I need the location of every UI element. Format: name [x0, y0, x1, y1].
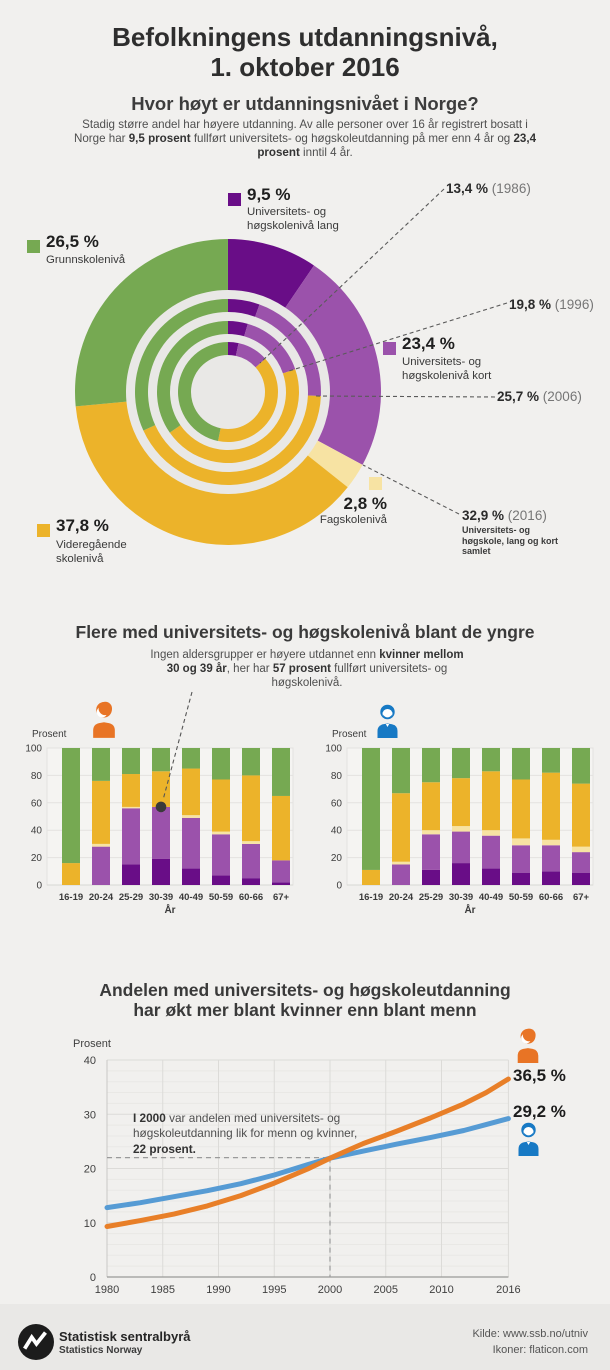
page-title-line2: 1. oktober 2016 [210, 52, 400, 82]
svg-text:25-29: 25-29 [419, 892, 443, 903]
ssb-logo-icon [18, 1324, 54, 1360]
legend-chip-uni-long [228, 193, 241, 206]
svg-text:100: 100 [25, 744, 42, 755]
men-end-value: 29,2 % [513, 1102, 566, 1121]
svg-text:0: 0 [336, 881, 342, 892]
svg-text:Prosent: Prosent [73, 1038, 111, 1050]
svg-text:1995: 1995 [262, 1284, 286, 1296]
stacked-bar-charts: 0 20 40 60 80 100 Prosent 16-19 20-24 25-29 30-39 4… [25, 691, 594, 916]
svg-text:20: 20 [31, 853, 43, 864]
callout-1996: 19,8 % (1996) [509, 297, 594, 312]
svg-text:100: 100 [325, 744, 342, 755]
footer-icons-credit: Ikoner: flaticon.com [492, 1344, 588, 1356]
footer-org-name: Statistisk sentralbyrå [59, 1329, 191, 1344]
svg-text:20: 20 [331, 853, 343, 864]
svg-text:60-66: 60-66 [539, 892, 563, 903]
svg-text:40: 40 [331, 826, 343, 837]
svg-text:2010: 2010 [429, 1284, 453, 1296]
legend-label-uni-short: Universitets- og høgskolenivå kort [402, 356, 492, 382]
page-title: Befolkningens utdanningsnivå, 1. oktober… [0, 22, 610, 82]
line-section-title: Andelen med universitets- og høgskoleutd… [99, 980, 511, 1020]
legend-label-videregaende: Videregående skolenivå [56, 539, 127, 565]
legend-chip-videregaende [37, 524, 50, 537]
donut-callout-lines [259, 188, 508, 515]
svg-text:40-49: 40-49 [479, 892, 503, 903]
svg-text:1980: 1980 [95, 1284, 119, 1296]
legend-label-fagskole: Fagskolenivå [319, 514, 387, 526]
svg-text:60-66: 60-66 [239, 892, 263, 903]
bars-annotation-text: Ingen aldersgrupper er høyere utdannet e… [150, 649, 464, 690]
svg-text:30: 30 [84, 1109, 96, 1121]
svg-text:20-24: 20-24 [89, 892, 114, 903]
legend-chip-uni-short [383, 342, 396, 355]
svg-text:50-59: 50-59 [509, 892, 533, 903]
legend-value-grunnskole: 26,5 % [46, 232, 99, 251]
footer-source: Kilde: www.ssb.no/utniv [472, 1328, 588, 1340]
legend-value-videregaende: 37,8 % [56, 516, 109, 535]
legend-value-uni-long: 9,5 % [247, 185, 291, 204]
svg-text:80: 80 [31, 771, 43, 782]
callout-1986: 13,4 % (1986) [446, 181, 531, 196]
svg-text:16-19: 16-19 [359, 892, 383, 903]
callout-2016-sub: Universitets- og høgskole, lang og kort … [462, 525, 559, 556]
svg-text:0: 0 [90, 1272, 96, 1284]
svg-text:67+: 67+ [273, 892, 290, 903]
svg-text:60: 60 [31, 798, 43, 809]
svg-text:20-24: 20-24 [389, 892, 414, 903]
svg-text:40: 40 [31, 826, 43, 837]
svg-text:30-39: 30-39 [149, 892, 173, 903]
footer-org-name-en: Statistics Norway [59, 1345, 143, 1356]
man-icon [377, 704, 398, 738]
section1-title: Hvor høyt er utdanningsnivået i Norge? [131, 93, 479, 114]
svg-text:2016: 2016 [496, 1284, 520, 1296]
legend-label-grunnskole: Grunnskolenivå [46, 254, 126, 266]
legend-label-uni-long: Universitets- og høgskolenivå lang [247, 206, 339, 232]
callout-2006: 25,7 % (2006) [497, 389, 582, 404]
svg-text:16-19: 16-19 [59, 892, 83, 903]
svg-text:40-49: 40-49 [179, 892, 203, 903]
svg-text:80: 80 [331, 771, 343, 782]
svg-text:2005: 2005 [374, 1284, 398, 1296]
svg-text:20: 20 [84, 1164, 96, 1176]
svg-text:30-39: 30-39 [449, 892, 473, 903]
svg-text:60: 60 [331, 798, 343, 809]
annotation-dot [155, 801, 167, 813]
women-end-value: 36,5 % [513, 1066, 566, 1085]
svg-text:2000: 2000 [318, 1284, 342, 1296]
legend-chip-grunnskole [27, 240, 40, 253]
svg-text:År: År [464, 903, 475, 916]
page-title-line1: Befolkningens utdanningsnivå, [112, 22, 498, 52]
legend-value-uni-short: 23,4 % [402, 334, 455, 353]
svg-text:67+: 67+ [573, 892, 590, 903]
bars-section-title: Flere med universitets- og høgskolenivå … [75, 622, 535, 642]
callout-2016: 32,9 % (2016) [462, 508, 547, 523]
svg-text:50-59: 50-59 [209, 892, 233, 903]
line-chart: 0 10 20 30 40 1980 1985 1990 1995 2000 2005 2010 201… [73, 1038, 521, 1296]
svg-text:10: 10 [84, 1218, 96, 1230]
legend-value-fagskole: 2,8 % [343, 494, 387, 513]
woman-icon [93, 701, 115, 738]
bars-annotation-leader [155, 691, 193, 813]
svg-text:0: 0 [36, 881, 42, 892]
woman-icon [517, 1028, 539, 1063]
svg-text:1990: 1990 [206, 1284, 230, 1296]
svg-text:Prosent: Prosent [32, 729, 67, 740]
intro-text: Stadig større andel har høyere utdanning… [73, 118, 537, 159]
svg-text:25-29: 25-29 [119, 892, 143, 903]
man-icon [518, 1122, 539, 1156]
svg-text:År: År [164, 903, 175, 916]
donut-chart [74, 188, 508, 545]
footer-credits: Kilde: www.ssb.no/utniv Ikoner: flaticon… [388, 1326, 588, 1358]
line-annotation-text: I 2000 var andelen med universitets- og … [133, 1111, 358, 1156]
legend-chip-fagskole [369, 477, 382, 490]
svg-text:40: 40 [84, 1055, 96, 1067]
footer [0, 1304, 610, 1370]
svg-text:Prosent: Prosent [332, 729, 367, 740]
svg-text:1985: 1985 [151, 1284, 175, 1296]
